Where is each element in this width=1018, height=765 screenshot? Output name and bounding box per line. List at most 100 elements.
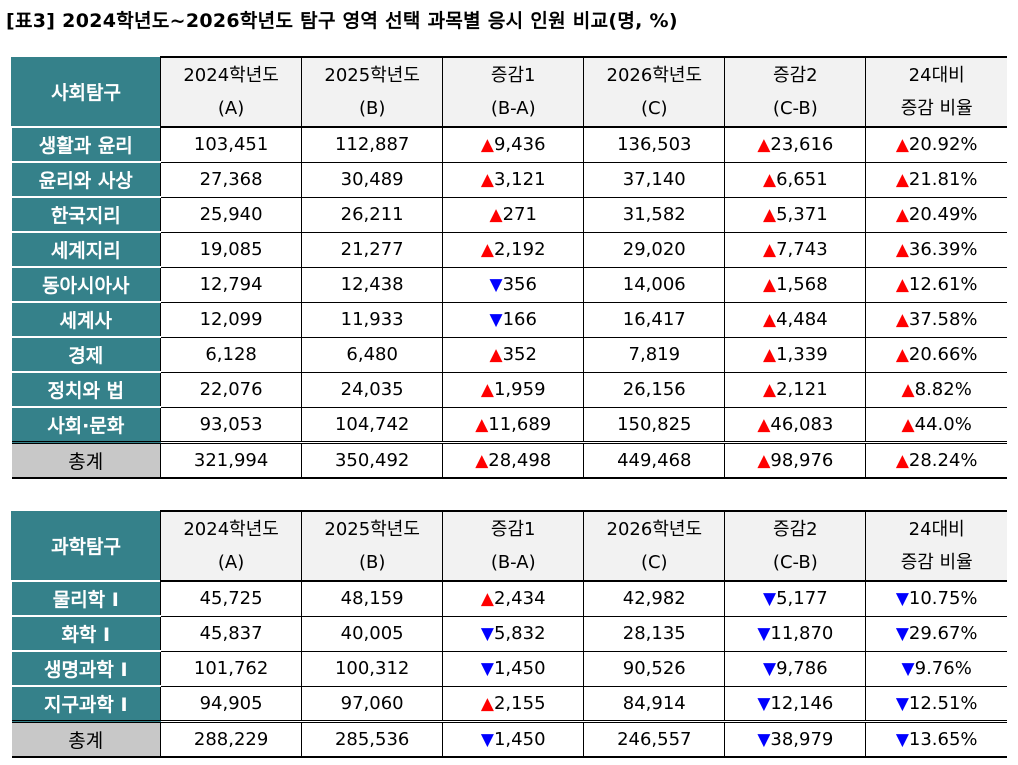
change-value: 7,743 bbox=[776, 239, 828, 260]
change-value: 2,434 bbox=[493, 588, 546, 610]
column-header: 2026학년도 (C) bbox=[583, 510, 726, 582]
triangle-down-icon: ▼ bbox=[895, 624, 909, 644]
cell-d2: ▼12,146 bbox=[724, 685, 866, 722]
cell-a: 19,085 bbox=[160, 231, 302, 268]
triangle-up-icon: ▲ bbox=[480, 170, 494, 190]
table-row: 경제 6,128 6,480 ▲352 7,819 ▲1,339 ▲20.66% bbox=[11, 336, 1007, 373]
column-header: 2026학년도 (C) bbox=[583, 56, 726, 128]
triangle-down-icon: ▼ bbox=[895, 589, 909, 610]
column-header-line1: 2026학년도 bbox=[606, 519, 703, 540]
cell-r: ▼10.75% bbox=[865, 580, 1007, 617]
cell-b: 285,536 bbox=[301, 720, 443, 758]
cell-d1: ▲2,192 bbox=[442, 231, 584, 268]
column-header-line2: (C-B) bbox=[772, 552, 818, 573]
cell-c: 136,503 bbox=[583, 126, 725, 163]
triangle-up-icon: ▲ bbox=[895, 275, 909, 295]
change-value: 1,450 bbox=[493, 658, 546, 679]
column-header-line1: 24대비 bbox=[908, 65, 965, 86]
change-value: 46,083 bbox=[770, 413, 834, 435]
cell-d2: ▲6,651 bbox=[724, 161, 866, 198]
change-value: 10.75% bbox=[908, 588, 978, 610]
cell-b: 26,211 bbox=[301, 196, 443, 233]
change-value: 1,450 bbox=[493, 729, 546, 750]
row-label: 윤리와 사상 bbox=[11, 161, 161, 198]
header-row: 과학탐구 2024학년도 (A) 2025학년도 (B) 증감1 (B-A) 2026학년도 (… bbox=[10, 510, 1007, 582]
column-header: 증감2 (C-B) bbox=[724, 510, 867, 582]
column-header-line2: (C) bbox=[640, 552, 668, 573]
cell-a: 25,940 bbox=[160, 196, 302, 233]
social-studies-table: 사회탐구 2024학년도 (A) 2025학년도 (B) 증감1 (B-A) 2026학년도 (… bbox=[10, 56, 1007, 479]
cell-r: ▲28.24% bbox=[865, 441, 1007, 479]
cell-c: 42,982 bbox=[583, 580, 725, 617]
row-label: 생활과 윤리 bbox=[11, 126, 161, 163]
cell-d2: ▲5,371 bbox=[724, 196, 866, 233]
triangle-up-icon: ▲ bbox=[757, 135, 771, 156]
row-label: 화학 Ⅰ bbox=[11, 615, 161, 652]
triangle-up-icon: ▲ bbox=[895, 135, 909, 156]
cell-c: 84,914 bbox=[583, 685, 725, 722]
column-header: 증감1 (B-A) bbox=[442, 510, 585, 582]
cell-r: ▲44.0% bbox=[865, 406, 1007, 443]
cell-b: 40,005 bbox=[301, 615, 443, 652]
column-header-line1: 증감2 bbox=[773, 65, 818, 86]
table-row: 화학 Ⅰ 45,837 40,005 ▼5,832 28,135 ▼11,870 ▼29.6… bbox=[11, 615, 1007, 652]
change-value: 13.65% bbox=[908, 729, 978, 750]
triangle-up-icon: ▲ bbox=[895, 240, 909, 260]
cell-d2: ▲1,568 bbox=[724, 266, 866, 303]
triangle-up-icon: ▲ bbox=[480, 589, 494, 610]
change-value: 1,959 bbox=[493, 379, 546, 400]
cell-c: 29,020 bbox=[583, 231, 725, 268]
row-label: 동아시아사 bbox=[11, 266, 161, 303]
triangle-up-icon: ▲ bbox=[895, 170, 909, 190]
table-row: 동아시아사 12,794 12,438 ▼356 14,006 ▲1,568 ▲12.61% bbox=[11, 266, 1007, 303]
cell-c: 31,582 bbox=[583, 196, 725, 233]
cell-a: 12,099 bbox=[160, 301, 302, 338]
cell-d1: ▼356 bbox=[442, 266, 584, 303]
change-value: 1,568 bbox=[776, 274, 828, 295]
column-header-line2: (B) bbox=[358, 98, 386, 119]
triangle-down-icon: ▼ bbox=[901, 659, 915, 679]
cell-r: ▼9.76% bbox=[865, 650, 1007, 687]
change-value: 20.92% bbox=[908, 134, 978, 156]
header-row: 사회탐구 2024학년도 (A) 2025학년도 (B) 증감1 (B-A) 2026학년도 (… bbox=[10, 56, 1007, 128]
cell-c: 90,526 bbox=[583, 650, 725, 687]
cell-a: 12,794 bbox=[160, 266, 302, 303]
triangle-down-icon: ▼ bbox=[757, 730, 771, 750]
triangle-up-icon: ▲ bbox=[895, 451, 909, 471]
triangle-up-icon: ▲ bbox=[895, 345, 909, 365]
triangle-up-icon: ▲ bbox=[901, 380, 915, 400]
row-label: 총계 bbox=[11, 720, 162, 758]
triangle-down-icon: ▼ bbox=[480, 730, 494, 750]
cell-c: 16,417 bbox=[583, 301, 725, 338]
column-header-line2: 증감 비율 bbox=[900, 552, 973, 573]
table-row: 지구과학 Ⅰ 94,905 97,060 ▲2,155 84,914 ▼12,146 ▼12… bbox=[11, 685, 1007, 723]
row-label: 세계사 bbox=[11, 301, 161, 338]
change-value: 20.66% bbox=[908, 344, 978, 365]
table-row: 세계지리 19,085 21,277 ▲2,192 29,020 ▲7,743 ▲36.39… bbox=[11, 231, 1007, 268]
cell-a: 27,368 bbox=[160, 161, 302, 198]
column-header: 24대비 증감 비율 bbox=[865, 56, 1007, 128]
cell-d1: ▲1,959 bbox=[442, 371, 584, 408]
change-value: 37.58% bbox=[908, 309, 978, 330]
triangle-up-icon: ▲ bbox=[901, 414, 915, 435]
triangle-up-icon: ▲ bbox=[480, 693, 494, 714]
row-label: 경제 bbox=[11, 336, 161, 373]
change-value: 29.67% bbox=[908, 623, 978, 644]
triangle-up-icon: ▲ bbox=[489, 345, 503, 365]
cell-r: ▲12.61% bbox=[865, 266, 1007, 303]
column-header-line2: (A) bbox=[217, 552, 245, 573]
triangle-down-icon: ▼ bbox=[763, 589, 777, 610]
change-value: 5,177 bbox=[776, 588, 828, 610]
cell-a: 94,905 bbox=[160, 685, 302, 722]
row-label: 물리학 Ⅰ bbox=[11, 580, 161, 617]
cell-c: 246,557 bbox=[583, 720, 725, 758]
cell-c: 26,156 bbox=[583, 371, 725, 408]
change-value: 5,371 bbox=[776, 204, 828, 225]
category-header: 사회탐구 bbox=[10, 56, 162, 128]
cell-r: ▼12.51% bbox=[865, 685, 1007, 722]
cell-b: 100,312 bbox=[301, 650, 443, 687]
cell-c: 28,135 bbox=[583, 615, 725, 652]
cell-d1: ▲28,498 bbox=[442, 441, 584, 479]
change-value: 356 bbox=[502, 274, 537, 295]
table-row: 한국지리 25,940 26,211 ▲271 31,582 ▲5,371 ▲20.49% bbox=[11, 196, 1007, 233]
